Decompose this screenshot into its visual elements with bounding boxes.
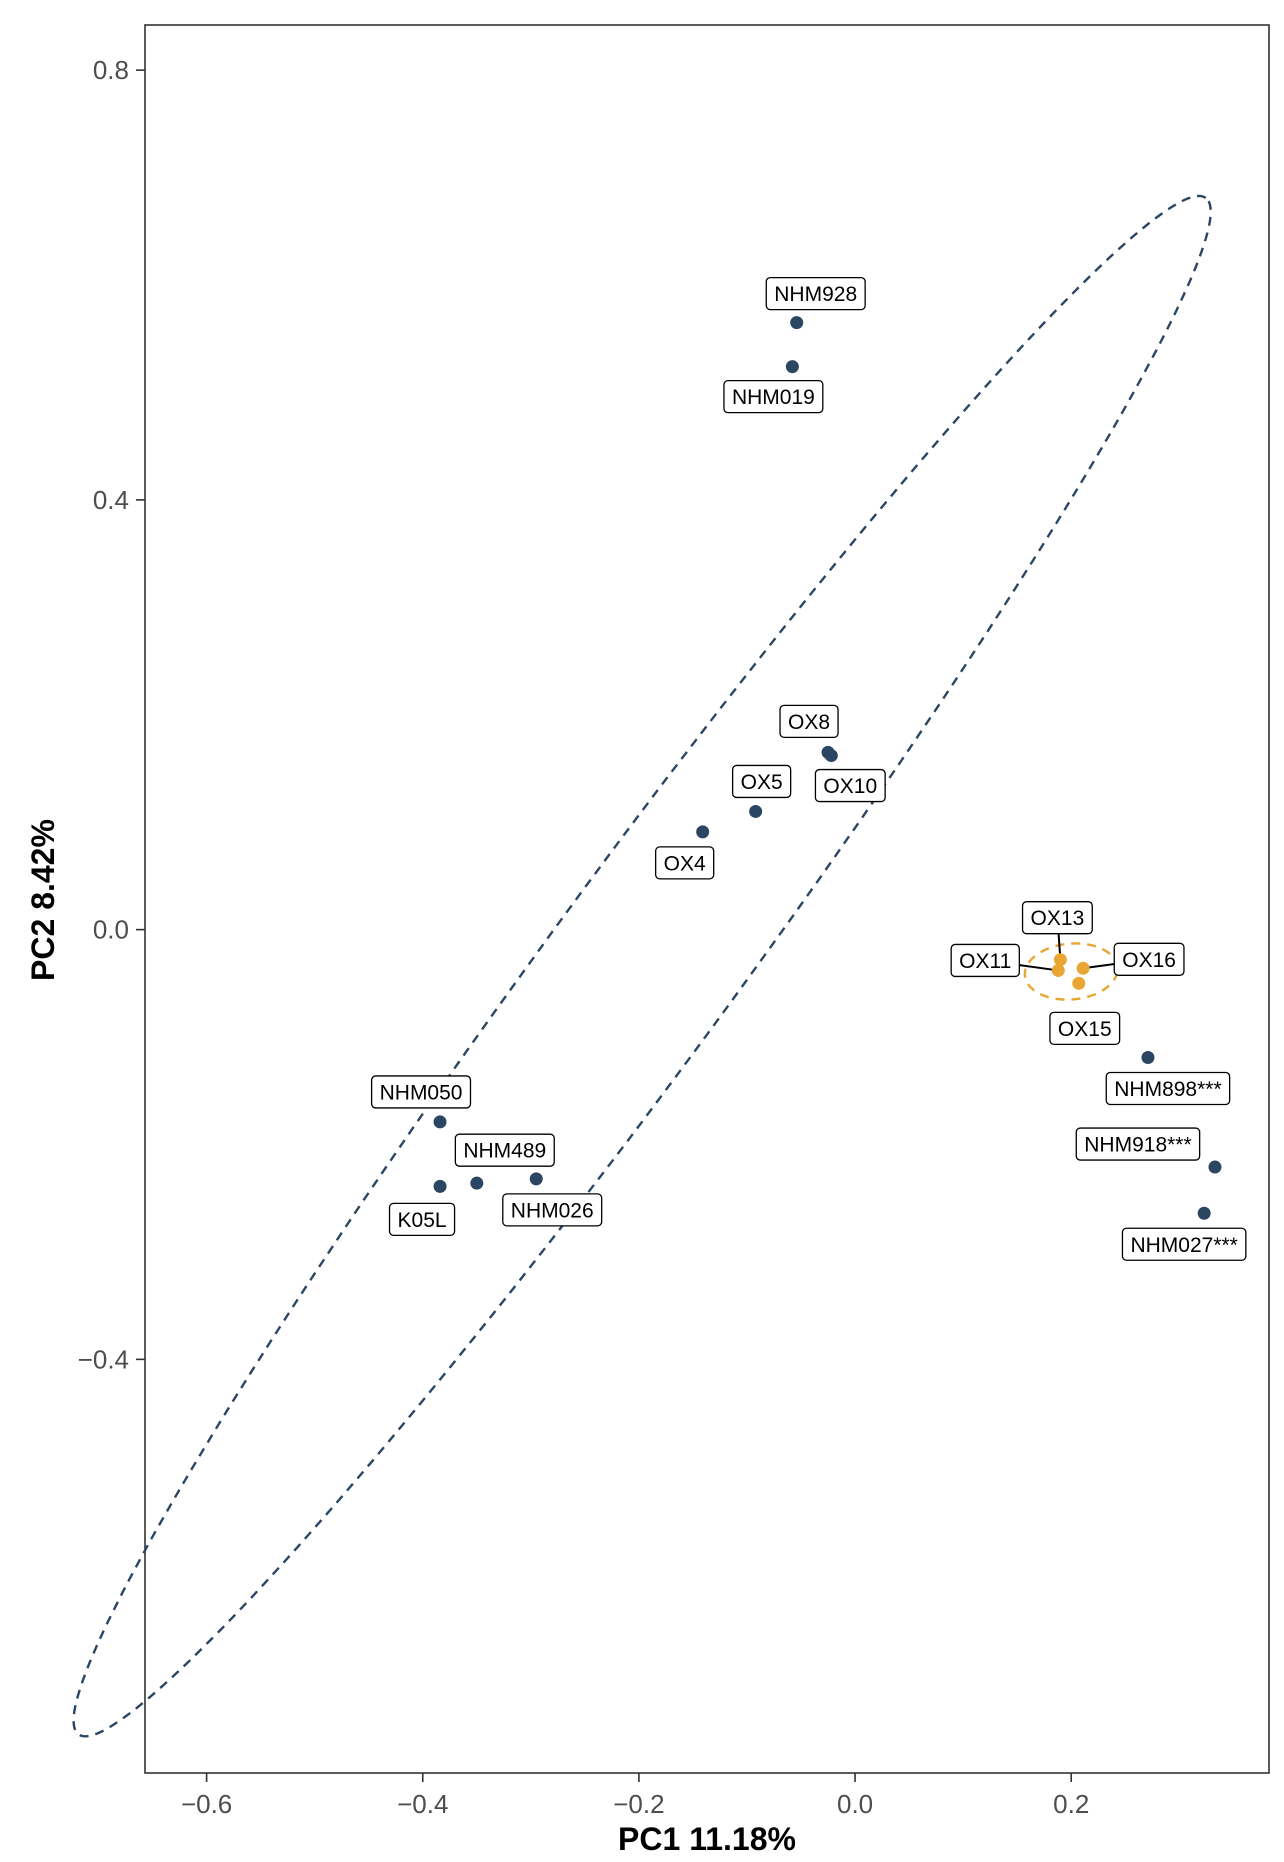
label-text: NHM918*** [1084, 1134, 1191, 1157]
point-ox15 [1072, 976, 1086, 990]
label-box [655, 846, 715, 880]
label-box [779, 704, 839, 738]
label-box [502, 1193, 603, 1227]
point-ox10 [824, 749, 838, 763]
label-text: NHM928 [774, 283, 857, 306]
label-text: OX5 [741, 771, 783, 794]
point-nhm489 [470, 1176, 484, 1190]
label-nhm918: NHM918*** [1075, 1127, 1201, 1161]
label-nhm026: NHM026 [502, 1193, 603, 1227]
label-nhm050: NHM050 [370, 1075, 472, 1109]
confidence-ellipses [72, 194, 1212, 1738]
label-ox11: OX11 [950, 943, 1020, 978]
plot-panel [144, 24, 1270, 1774]
label-nhm898: NHM898*** [1105, 1071, 1231, 1106]
point-nhm898 [1141, 1050, 1155, 1064]
label-box [1049, 1011, 1121, 1045]
x-tick-label: 0.0 [837, 1789, 873, 1819]
point-nhm019 [785, 360, 799, 374]
label-text: OX8 [788, 711, 830, 734]
x-tick-label: −0.4 [397, 1789, 448, 1819]
label-box [765, 276, 866, 311]
label-text: OX15 [1058, 1018, 1112, 1041]
label-box [388, 1202, 456, 1237]
label-box [950, 943, 1020, 978]
label-box [1105, 1071, 1231, 1106]
label-text: NHM027*** [1130, 1234, 1237, 1257]
label-box [1121, 1227, 1247, 1261]
x-tick-label: −0.6 [181, 1789, 232, 1819]
label-box [1075, 1127, 1201, 1161]
y-tick-label: −0.4 [78, 1344, 129, 1374]
point-nhm026 [529, 1172, 543, 1186]
label-text: OX4 [664, 852, 706, 875]
label-text: NHM026 [511, 1199, 594, 1222]
label-ox13: OX13 [1021, 901, 1093, 935]
label-text: NHM050 [380, 1081, 463, 1104]
label-text: NHM019 [732, 386, 815, 409]
label-box [731, 764, 792, 799]
label-nhm019: NHM019 [723, 379, 824, 414]
x-tick-label: 0.2 [1053, 1789, 1089, 1819]
label-box [370, 1075, 472, 1109]
label-text: OX16 [1122, 949, 1176, 972]
point-ox13 [1053, 953, 1067, 967]
label-box [1021, 901, 1093, 935]
label-ox15: OX15 [1049, 1011, 1121, 1045]
confidence-ellipse-1 [72, 194, 1212, 1738]
y-tick-label: 0.0 [93, 915, 129, 945]
point-nhm928 [790, 316, 804, 330]
label-ox8: OX8 [779, 704, 839, 738]
label-ox10: OX10 [814, 768, 886, 803]
x-tick-label: −0.2 [613, 1789, 664, 1819]
label-nhm027: NHM027*** [1121, 1227, 1247, 1261]
data-points [433, 316, 1222, 1220]
point-ox5 [749, 804, 763, 818]
point-labels: NHM928 NHM019 OX8 OX10 OX5 OX4 NHM050 NHM489 NHM… [370, 276, 1247, 1261]
y-axis: 0.8 0.4 0.0 −0.4 [78, 55, 145, 1374]
x-axis-title: PC1 11.18% [618, 1821, 796, 1857]
point-nhm918 [1208, 1160, 1222, 1174]
label-k05l: K05L [388, 1202, 456, 1237]
y-tick-label: 0.8 [93, 55, 129, 85]
point-ox16 [1076, 961, 1090, 975]
point-ox11 [1051, 963, 1065, 977]
label-nhm489: NHM489 [454, 1133, 555, 1167]
label-text: K05L [398, 1209, 447, 1232]
label-box [723, 379, 824, 414]
label-ox4: OX4 [655, 846, 715, 880]
label-text: OX11 [959, 950, 1011, 973]
label-ox16: OX16 [1113, 942, 1185, 976]
label-text: NHM489 [463, 1140, 546, 1163]
point-ox4 [696, 825, 710, 839]
label-box [1113, 942, 1185, 976]
point-nhm050 [433, 1115, 447, 1129]
label-nhm928: NHM928 [765, 276, 866, 311]
label-box [454, 1133, 555, 1167]
label-text: OX10 [823, 775, 877, 798]
point-nhm027 [1197, 1206, 1211, 1220]
y-tick-label: 0.4 [93, 485, 129, 515]
label-box [814, 768, 886, 803]
label-ox5: OX5 [731, 764, 792, 799]
y-axis-title: PC2 8.42% [25, 819, 61, 981]
label-text: OX13 [1031, 907, 1085, 930]
point-k05l [433, 1179, 447, 1193]
label-text: NHM898*** [1114, 1078, 1221, 1101]
x-axis: −0.6 −0.4 −0.2 0.0 0.2 [181, 1773, 1089, 1819]
confidence-ellipse-2 [1023, 942, 1119, 1001]
